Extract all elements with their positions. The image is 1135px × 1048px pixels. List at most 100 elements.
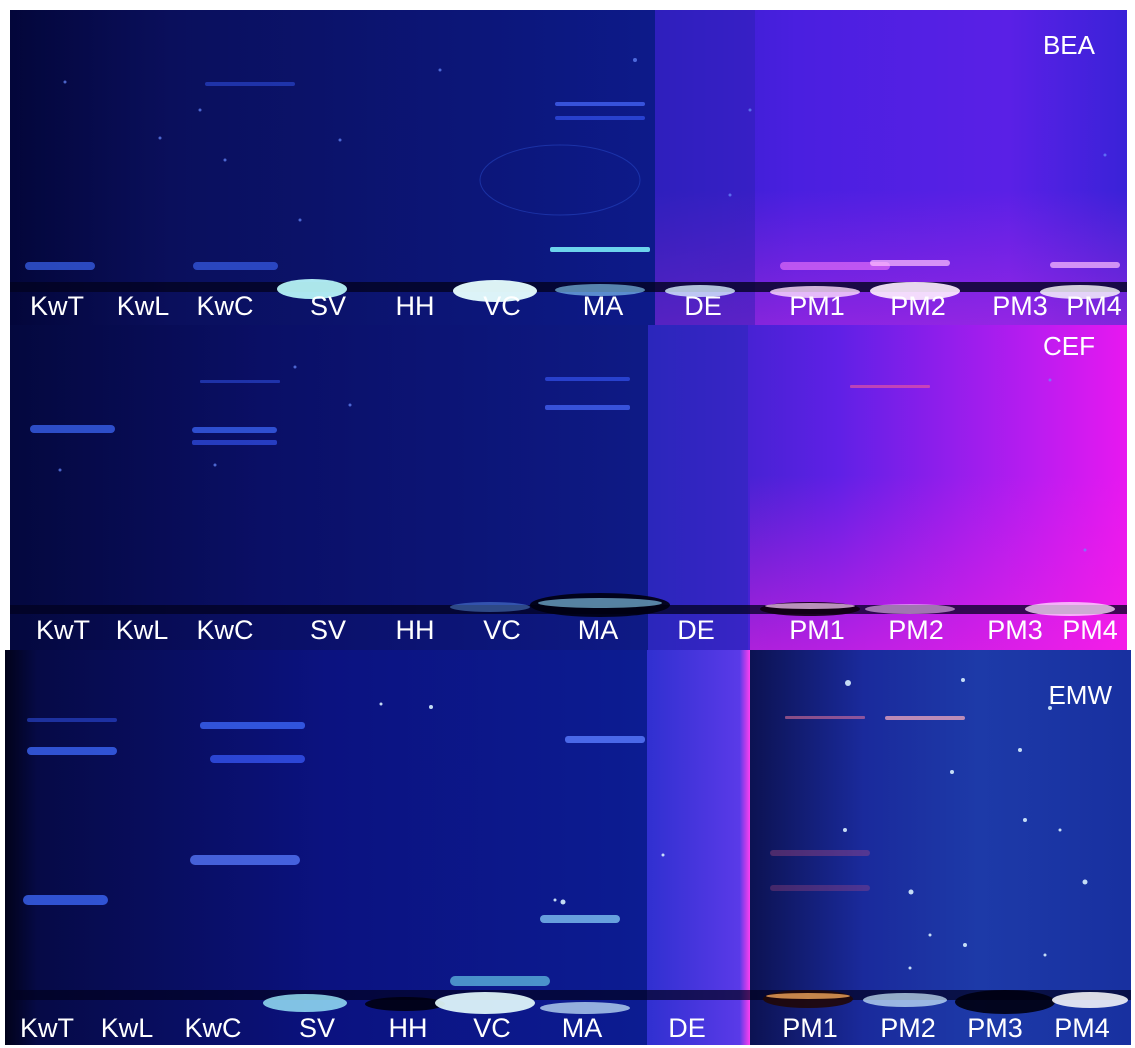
band	[770, 850, 870, 856]
band	[780, 262, 890, 270]
band	[565, 736, 645, 743]
lane-label: KwC	[184, 1013, 242, 1043]
plate-emw-right-background	[750, 650, 1131, 1045]
lane-label: KwT	[36, 615, 90, 645]
spot-de	[665, 285, 735, 297]
plate-cef-de-lane	[648, 325, 748, 650]
plate-emw-de-lane	[647, 650, 750, 1045]
plate-cef-image	[10, 325, 1127, 650]
lane-label: PM3	[987, 615, 1043, 645]
lane-label: PM2	[880, 1013, 936, 1043]
band	[555, 116, 645, 120]
lane-label: PM1	[789, 615, 845, 645]
specks	[58, 365, 1087, 552]
spot-pm4	[1052, 992, 1128, 1008]
band	[200, 722, 305, 729]
lane-label: PM4	[1066, 291, 1122, 321]
band	[545, 377, 630, 381]
spot-pm4	[1025, 602, 1115, 616]
spot-pm2	[863, 993, 947, 1007]
band	[550, 247, 650, 252]
spot-hh	[365, 997, 445, 1011]
lane-label: MA	[561, 1013, 603, 1043]
lane-label: DE	[677, 615, 715, 645]
plate-bea: BEA KwT KwL KwC SV HH VC MA DE PM1 PM2 P…	[10, 10, 1127, 325]
spot-pm1	[770, 286, 860, 298]
plate-title: BEA	[1042, 30, 1095, 60]
lane-label: PM3	[967, 1013, 1023, 1043]
band	[850, 385, 930, 388]
band	[450, 976, 550, 986]
band	[23, 895, 108, 905]
spot-ma	[555, 284, 645, 296]
spot-sv	[263, 994, 347, 1012]
lane-label: SV	[309, 291, 347, 321]
spot-pm4	[1040, 285, 1120, 299]
lane-label: PM4	[1054, 1013, 1110, 1043]
plate-cef: CEF KwT KwL KwC SV HH VC MA DE PM1 PM2 P…	[10, 325, 1127, 650]
lane-label: PM3	[992, 291, 1048, 321]
plate-cef-pink-glow	[750, 475, 1127, 650]
lane-label: VC	[483, 291, 521, 321]
spot-ma-rim	[538, 598, 662, 608]
lane-label: MA	[577, 615, 619, 645]
lane-label: HH	[395, 615, 435, 645]
band	[785, 716, 865, 719]
spot-pm3	[955, 990, 1055, 1014]
band	[770, 885, 870, 891]
lane-label: VC	[483, 615, 521, 645]
band	[205, 82, 295, 86]
lane-label: PM2	[890, 291, 946, 321]
lane-label: KwL	[116, 291, 170, 321]
band	[885, 716, 965, 720]
spot-pm1-rim	[766, 993, 850, 999]
lane-label: DE	[668, 1013, 706, 1043]
lane-label: SV	[298, 1013, 336, 1043]
band	[25, 262, 95, 270]
plate-emw-origin-line	[5, 990, 1131, 1000]
plate-emw-left-background	[5, 650, 647, 1045]
band	[545, 405, 630, 410]
lane-label: KwL	[115, 615, 169, 645]
band	[200, 380, 280, 383]
plate-bea-left-background	[10, 10, 655, 325]
spot-pm2	[865, 604, 955, 614]
specks	[379, 678, 1088, 970]
lane-label: HH	[395, 291, 435, 321]
circle-artifact	[479, 144, 641, 216]
plate-emw-image	[5, 650, 1131, 1045]
band	[27, 718, 117, 722]
lane-label: KwL	[100, 1013, 154, 1043]
lane-label: VC	[473, 1013, 511, 1043]
spot-ma	[540, 1002, 630, 1014]
band	[193, 262, 278, 270]
lane-label: PM1	[782, 1013, 838, 1043]
band	[210, 755, 305, 763]
band	[30, 425, 115, 433]
band	[870, 260, 950, 266]
band	[27, 747, 117, 755]
spot-vc	[453, 280, 537, 302]
spot-pm1-rim	[765, 603, 855, 609]
plate-bea-pink-glow	[655, 190, 1127, 325]
lane-label: KwC	[196, 615, 254, 645]
band	[555, 102, 645, 106]
plate-title: EMW	[1048, 680, 1112, 710]
lane-label: KwT	[30, 291, 84, 321]
plate-cef-left-background	[10, 325, 648, 650]
spot-sv	[277, 279, 347, 299]
plate-bea-de-lane	[655, 10, 755, 325]
spot-vc	[435, 992, 535, 1014]
spot-vc	[450, 602, 530, 612]
plate-title: CEF	[1043, 331, 1095, 361]
plate-bea-image	[10, 10, 1127, 325]
lane-label: KwC	[196, 291, 254, 321]
lane-label: HH	[388, 1013, 428, 1043]
band	[190, 855, 300, 865]
lane-label: DE	[684, 291, 722, 321]
plate-emw: EMW KwT KwL KwC SV HH VC MA DE PM1 PM2 P…	[5, 650, 1131, 1045]
lane-label: PM1	[789, 291, 845, 321]
lane-label: PM2	[888, 615, 944, 645]
lane-label: PM4	[1062, 615, 1118, 645]
lane-label: SV	[309, 615, 347, 645]
